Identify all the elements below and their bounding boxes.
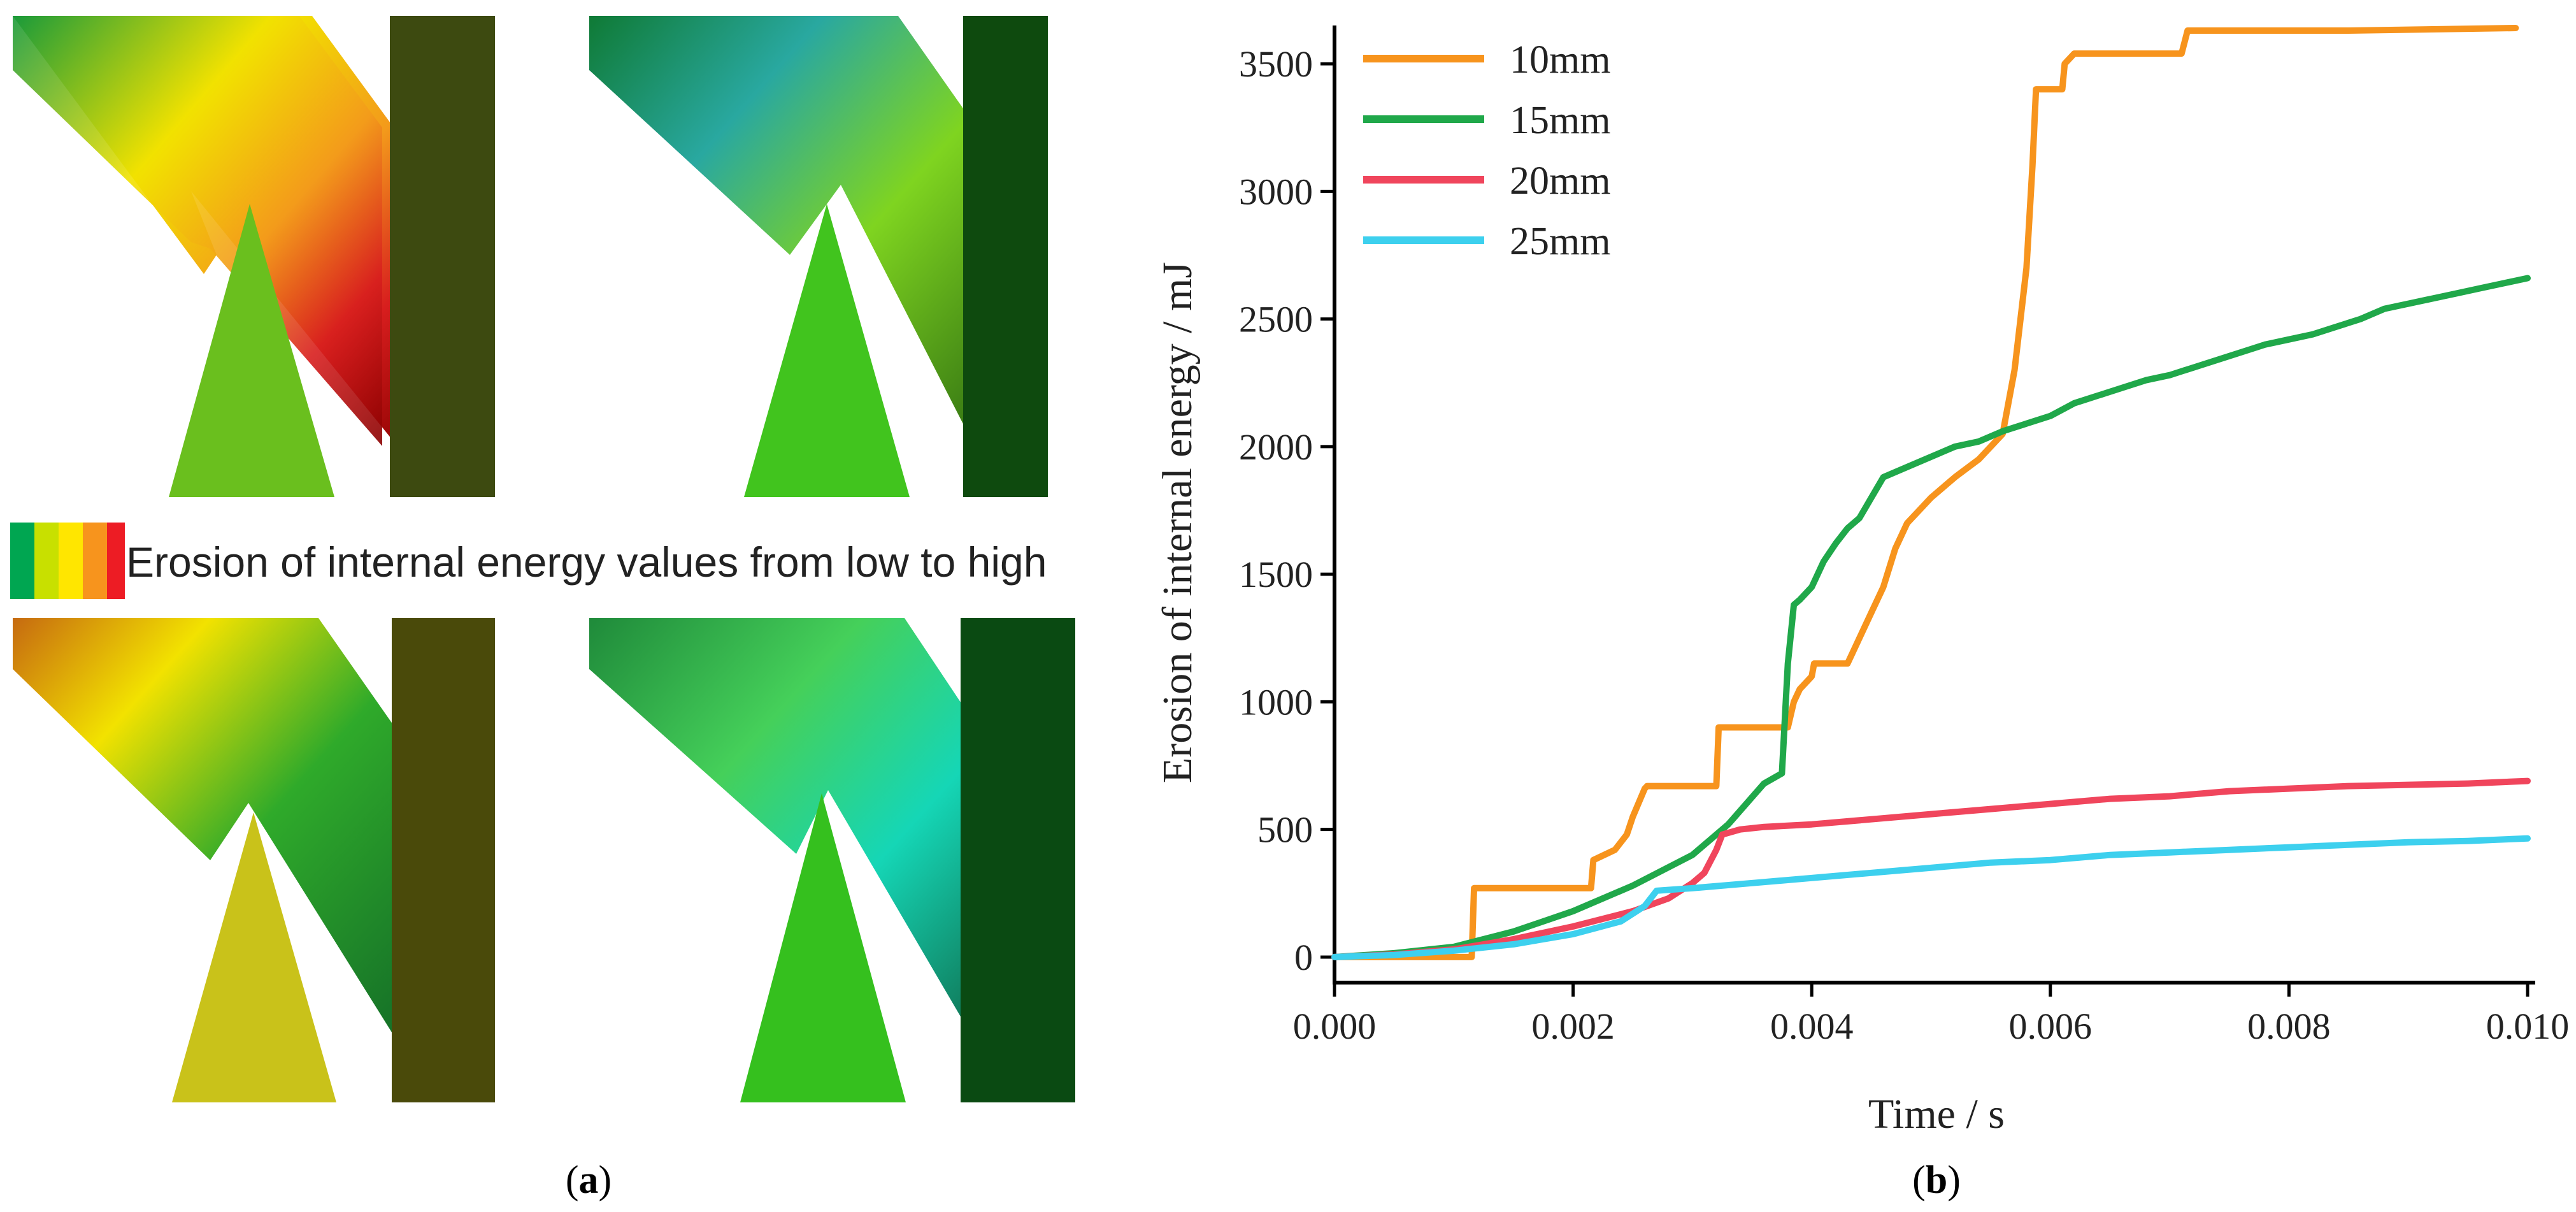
simulation-image-15mm	[589, 16, 1048, 497]
simulation-panel: Erosion of internal energy values from l…	[10, 16, 1075, 1202]
legend-label-25mm: 25mm	[1510, 220, 1610, 263]
legend-caption: Erosion of internal energy values from l…	[126, 538, 1047, 586]
x-tick-label: 0.010	[2486, 1006, 2570, 1047]
color-swatch-4	[83, 523, 107, 599]
simulation-image-20mm	[13, 618, 495, 1102]
color-swatch-5	[107, 523, 125, 599]
y-tick-label: 500	[1257, 809, 1313, 851]
chart-legend: 10mm 15mm 20mm 25mm	[1363, 38, 1610, 263]
series-line-25mm	[1331, 835, 2531, 960]
x-tick-label: 0.006	[2009, 1006, 2093, 1047]
y-ticks: 0 500 1000 1500 2000 2500 3000 3500	[1239, 43, 1335, 978]
legend-label-15mm: 15mm	[1510, 99, 1610, 142]
y-tick-label: 3000	[1239, 171, 1313, 212]
y-axis-label: Erosion of internal energy / mJ	[1154, 262, 1201, 783]
x-tick-label: 0.008	[2247, 1006, 2331, 1047]
simulation-image-25mm	[589, 618, 1075, 1102]
color-scale-legend: Erosion of internal energy values from l…	[10, 523, 1047, 599]
series-line-15mm	[1331, 275, 2531, 960]
color-swatch-1	[10, 523, 34, 599]
series-line-20mm	[1331, 777, 2531, 960]
x-axis-label: Time / s	[1868, 1091, 2005, 1137]
color-swatch-2	[34, 523, 59, 599]
x-ticks: 0.000 0.002 0.004 0.006 0.008 0.010	[1293, 983, 2570, 1047]
panel-label-a: (a)	[566, 1158, 612, 1202]
y-tick-label: 2000	[1239, 426, 1313, 468]
x-tick-label: 0.004	[1770, 1006, 1854, 1047]
y-tick-label: 0	[1294, 937, 1313, 978]
y-tick-label: 1500	[1239, 554, 1313, 595]
y-tick-label: 2500	[1239, 299, 1313, 340]
series-line-10mm	[1331, 25, 2519, 960]
y-tick-label: 3500	[1239, 43, 1313, 85]
simulation-image-10mm	[13, 16, 495, 497]
x-tick-label: 0.000	[1293, 1006, 1377, 1047]
panel-label-b: (b)	[1912, 1158, 1961, 1202]
x-tick-label: 0.002	[1531, 1006, 1615, 1047]
y-tick-label: 1000	[1239, 681, 1313, 723]
color-swatch-3	[59, 523, 83, 599]
series-lines	[1331, 25, 2531, 960]
legend-label-20mm: 20mm	[1510, 159, 1610, 203]
legend-label-10mm: 10mm	[1510, 38, 1610, 82]
